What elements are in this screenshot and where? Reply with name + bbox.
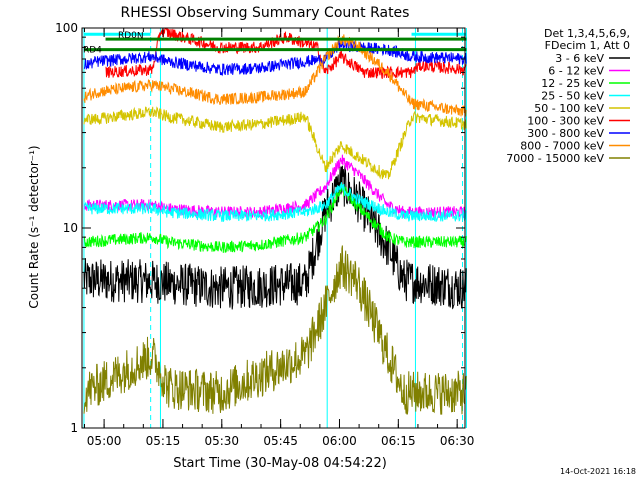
x-tick-label: 05:45 — [263, 434, 298, 448]
y-tick-label: 10 — [63, 221, 78, 235]
y-tick-label: 100 — [55, 21, 78, 35]
series-line-3-6 — [83, 164, 467, 310]
legend-header-0: Det 1,3,4,5,6,9, — [544, 27, 630, 40]
x-tick-label: 06:15 — [381, 434, 416, 448]
series-line-25-50 — [83, 182, 467, 222]
legend: Det 1,3,4,5,6,9,FDecim 1, Att 03 - 6 keV… — [506, 27, 630, 165]
legend-header-1: FDecim 1, Att 0 — [545, 39, 630, 52]
x-tick-label: 06:00 — [322, 434, 357, 448]
y-tick-label: 1 — [70, 421, 78, 435]
legend-label: 300 - 800 keV — [527, 127, 604, 140]
flag-label-n: N — [137, 31, 144, 41]
series-line-50-100 — [83, 106, 467, 180]
legend-label: 6 - 12 keV — [548, 65, 604, 78]
x-tick-label: 05:15 — [146, 434, 181, 448]
series-line-7000-15000 — [83, 245, 467, 415]
legend-label: 12 - 25 keV — [541, 77, 604, 90]
series-line-12-25 — [83, 183, 467, 253]
legend-label: 100 - 300 keV — [527, 115, 604, 128]
chart-title: RHESSI Observing Summary Count Rates — [121, 5, 410, 21]
footer-date: 14-Oct-2021 16:18 — [560, 467, 636, 476]
y-axis-label: Count Rate (s⁻¹ detector⁻¹) — [27, 145, 41, 308]
x-axis-label: Start Time (30-May-08 04:54:22) — [173, 456, 387, 471]
x-tick-label: 06:30 — [440, 434, 475, 448]
axis-layer: 1 10 100 05:00 05:15 05:30 05:45 06:00 06:15 06:3… — [55, 21, 474, 448]
legend-label: 50 - 100 keV — [534, 102, 604, 115]
x-tick-label: 05:30 — [204, 434, 239, 448]
legend-label: 800 - 7000 keV — [520, 140, 604, 153]
legend-label: 3 - 6 keV — [555, 52, 604, 65]
legend-label: 7000 - 15000 keV — [506, 152, 604, 165]
flag-label-rd4: RD4 — [83, 46, 102, 56]
x-tick-label: 05:00 — [87, 434, 122, 448]
series-line-800-7000 — [83, 34, 467, 117]
legend-label: 25 - 50 keV — [541, 90, 604, 103]
flag-label-rd0: RD0 — [118, 31, 137, 41]
